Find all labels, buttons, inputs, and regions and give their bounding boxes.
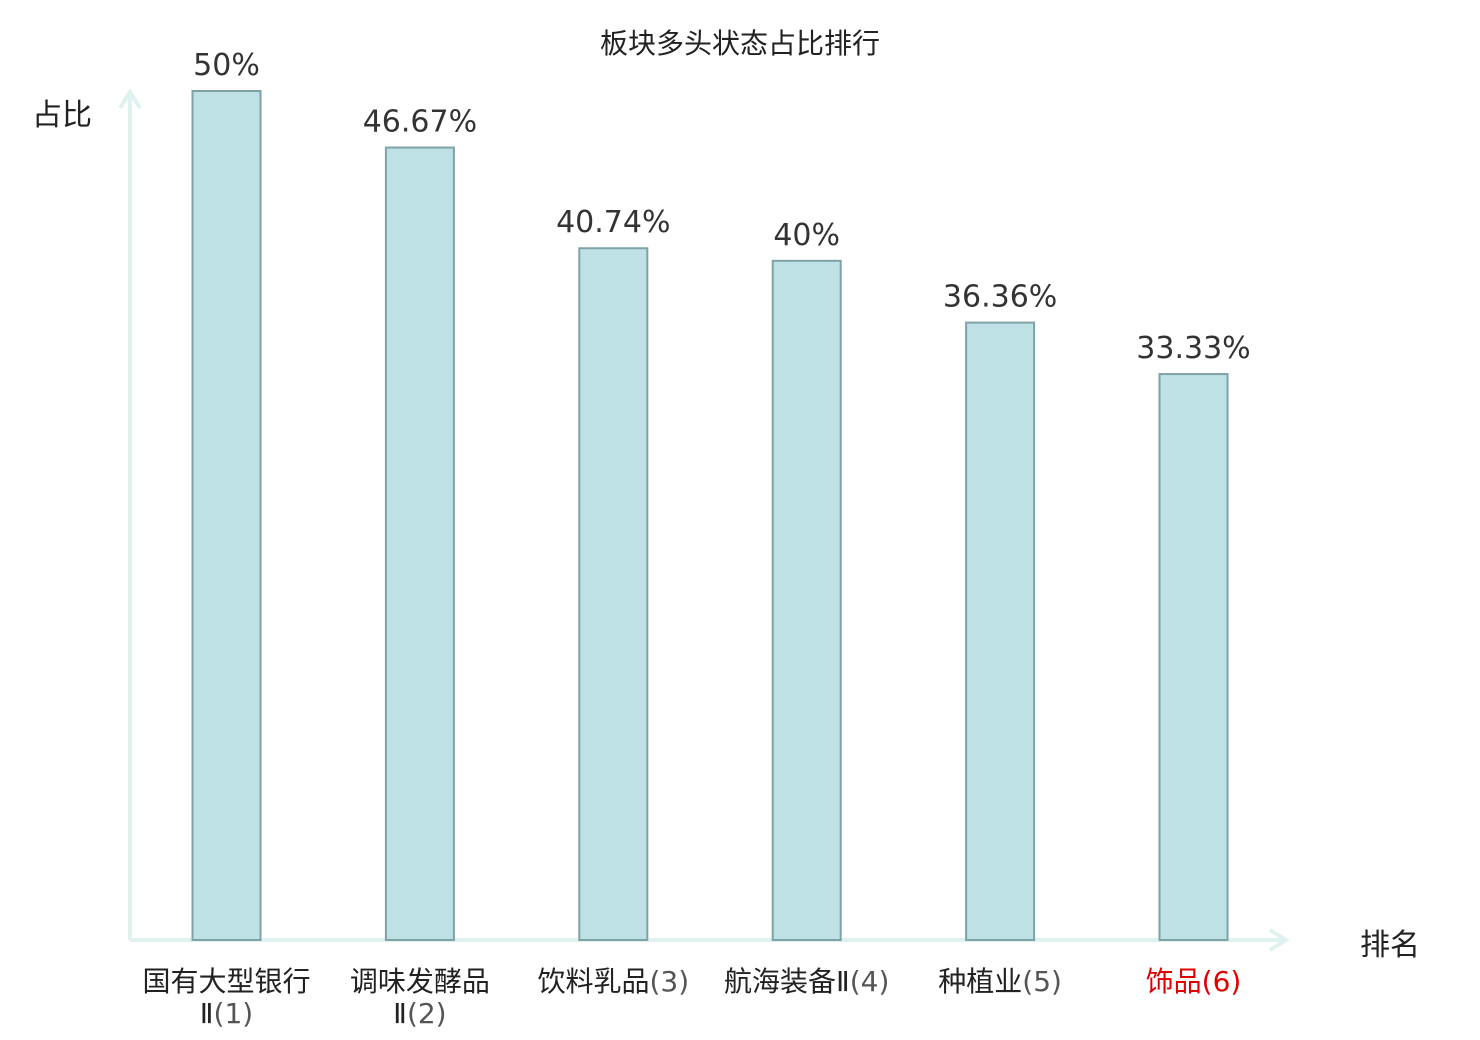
category-name: 饮料乳品 [537,965,650,998]
category-rank: (6) [1201,965,1242,998]
x-axis-label: 排名 [1360,928,1420,963]
chart-title: 板块多头状态占比排行 [599,27,880,60]
value-label-6: 33.33% [1136,331,1250,366]
bar-6 [1158,373,1229,942]
bars-group [191,90,1229,942]
x-axis-arrow-icon [1268,928,1290,952]
bar-5 [965,321,1036,942]
category-name: 种植业 [938,965,1023,998]
value-label-1: 50% [193,48,260,83]
category-rank: (1) [213,997,254,1030]
category-label-1: 国有大型银行Ⅱ(1) [142,966,312,1030]
value-label-4: 40% [773,218,840,253]
category-rank: (3) [649,965,690,998]
category-label-2: 调味发酵品Ⅱ(2) [335,966,505,1030]
category-rank: (5) [1022,965,1062,998]
value-label-2: 46.67% [363,105,477,140]
value-label-5: 36.36% [943,280,1057,315]
category-name: 调味发酵品Ⅱ [349,965,490,1030]
category-name: 饰品 [1145,965,1202,998]
bar-1 [191,90,262,941]
y-axis-arrow-icon [118,88,142,110]
bar-3 [578,247,649,941]
y-axis-label: 占比 [32,98,92,133]
category-rank: (4) [849,965,890,998]
bar-2 [384,146,455,941]
value-labels-group: 50% 46.67% 40.74% 40% 36.36% 33.33% [193,48,1251,366]
category-label-5: 种植业(5) [915,966,1085,998]
category-label-3: 饮料乳品(3) [528,966,698,998]
axes [118,88,1290,952]
category-name: 航海装备Ⅱ [723,965,850,998]
category-rank: (2) [406,997,447,1030]
category-label-6: 饰品(6) [1109,966,1279,998]
value-label-3: 40.74% [556,205,670,240]
category-name: 国有大型银行Ⅱ [142,965,311,1030]
category-label-4: 航海装备Ⅱ(4) [722,966,892,998]
bar-4 [771,259,842,941]
